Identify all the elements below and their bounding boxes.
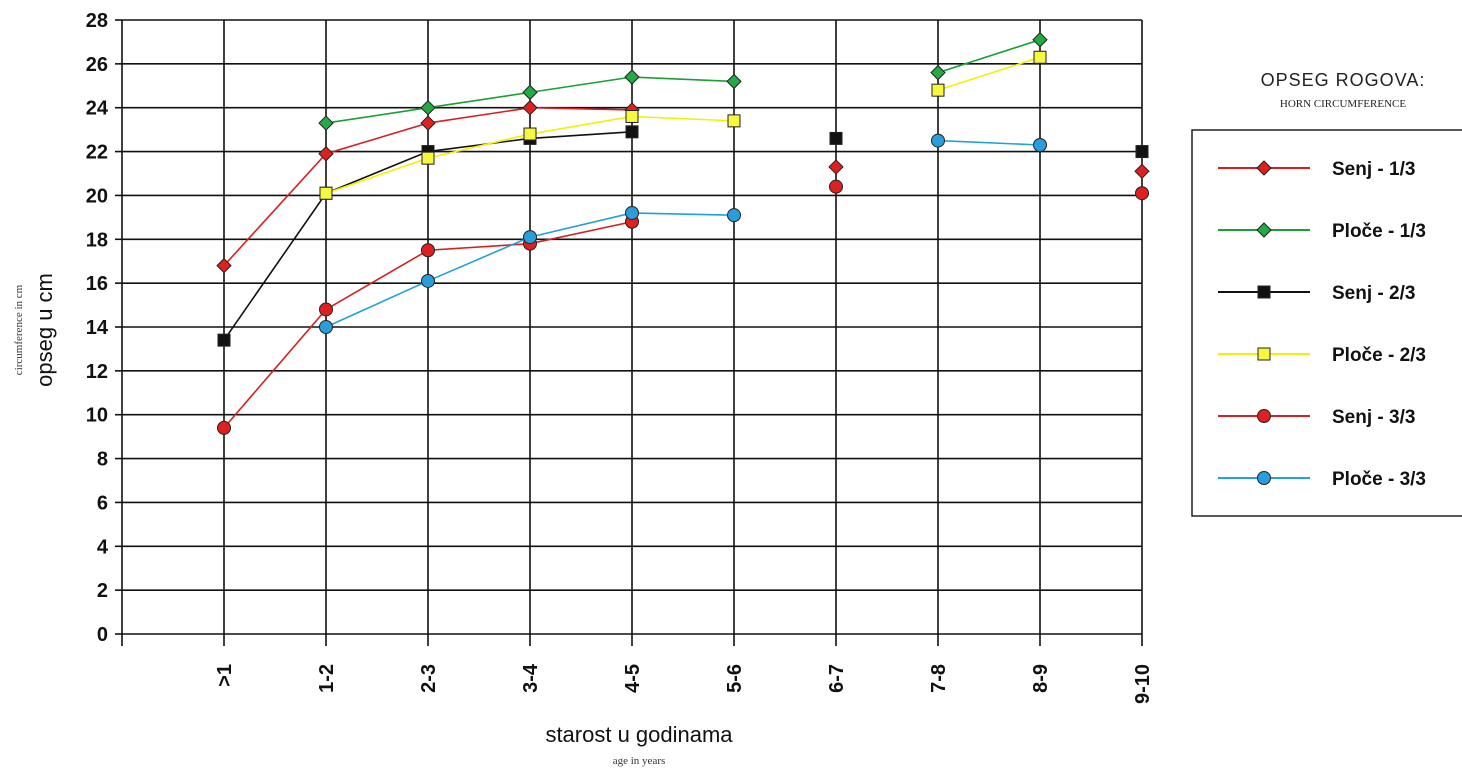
data-point — [522, 84, 538, 101]
data-point — [625, 205, 639, 220]
chart-subtitle: HORN CIRCUMFERENCE — [1280, 98, 1406, 110]
data-point — [1135, 145, 1149, 159]
legend-box — [1191, 129, 1462, 517]
x-tick-label: 8-9 — [1030, 664, 1052, 693]
x-tick-label: 6-7 — [826, 664, 848, 693]
data-point — [931, 83, 945, 97]
legend-label: Senj - 1/3 — [1332, 159, 1415, 180]
legend-marker — [1257, 409, 1271, 423]
legend: Senj - 1/3 Ploče - 1/3 Senj - 2/3 Ploče - 2… — [1191, 129, 1462, 517]
data-point — [217, 333, 231, 347]
y-tick-label: 10 — [86, 405, 108, 427]
chart-title: OPSEG ROGOVA: — [1261, 70, 1426, 90]
data-point — [625, 109, 639, 123]
legend-marker — [1256, 160, 1272, 176]
series-5 — [217, 179, 1149, 435]
x-tick-label: 4-5 — [622, 664, 644, 693]
series-3 — [217, 125, 1149, 347]
data-point — [829, 179, 843, 194]
data-point — [726, 73, 742, 90]
data-point — [523, 127, 537, 141]
y-tick-label: 8 — [97, 449, 108, 471]
data-point — [216, 257, 232, 274]
data-point — [930, 64, 946, 81]
data-point — [319, 302, 333, 317]
data-point — [625, 125, 639, 139]
y-tick-label: 14 — [86, 317, 109, 339]
data-point — [1135, 186, 1149, 201]
x-tick-label: 2-3 — [418, 664, 440, 693]
x-tick-label: 3-4 — [520, 663, 542, 693]
series-line — [937, 56, 1041, 91]
y-tick-label: 16 — [86, 273, 108, 295]
legend-label: Senj - 3/3 — [1332, 407, 1415, 428]
labels: starost u godinama age in years opseg u … — [13, 70, 1426, 767]
legend-label: Ploče - 2/3 — [1332, 345, 1426, 366]
data-point — [523, 230, 537, 245]
legend-marker — [1257, 285, 1271, 299]
y-tick-label: 18 — [86, 229, 108, 251]
data-point — [421, 243, 435, 258]
data-point — [319, 186, 333, 200]
data-point — [828, 159, 844, 175]
data-point — [1032, 32, 1048, 48]
data-point — [522, 100, 538, 116]
data-point — [318, 115, 334, 131]
y-tick-label: 6 — [97, 492, 108, 514]
data-point — [318, 146, 334, 162]
y-tick-label: 24 — [86, 98, 109, 120]
data-point — [420, 100, 436, 116]
y-tick-label: 2 — [97, 580, 108, 602]
data-point — [829, 131, 843, 145]
data-point — [421, 151, 435, 165]
series-line — [937, 139, 1041, 146]
data-point — [624, 69, 640, 85]
y-axis-label: opseg u cm — [32, 273, 57, 387]
series-1 — [216, 100, 1150, 274]
data-point — [1033, 50, 1047, 64]
x-tick-label: 1-2 — [316, 664, 338, 693]
legend-label: Senj - 2/3 — [1332, 283, 1415, 304]
data-point — [727, 208, 741, 223]
series-4 — [319, 50, 1047, 200]
series-layer — [216, 32, 1150, 435]
data-point — [931, 133, 945, 148]
data-point — [1033, 137, 1047, 152]
y-tick-label: 20 — [86, 185, 108, 207]
y-tick-label: 0 — [97, 624, 108, 646]
data-point — [420, 115, 436, 131]
x-tick-label: 5-6 — [724, 664, 746, 693]
x-axis-label: starost u godinama — [545, 722, 733, 747]
data-point — [217, 420, 231, 435]
x-axis-sublabel: age in years — [613, 755, 666, 767]
x-tick-label: >1 — [214, 664, 236, 687]
data-point — [319, 320, 333, 334]
legend-marker — [1257, 347, 1271, 361]
series-line — [937, 38, 1041, 74]
data-point — [1134, 163, 1150, 180]
x-tick-label: 7-8 — [928, 664, 950, 693]
y-axis-sublabel: circumference in cm — [13, 284, 25, 375]
legend-marker — [1256, 222, 1272, 238]
y-tick-label: 4 — [97, 536, 109, 558]
series-2 — [318, 32, 1048, 131]
y-tick-label: 28 — [86, 10, 108, 32]
data-point — [727, 114, 741, 128]
y-tick-label: 26 — [86, 54, 108, 76]
legend-label: Ploče - 3/3 — [1332, 469, 1426, 490]
x-tick-label: 9-10 — [1132, 664, 1154, 704]
series-6 — [319, 133, 1047, 334]
legend-marker — [1257, 471, 1271, 485]
y-tick-label: 12 — [86, 361, 108, 383]
y-tick-label: 22 — [86, 142, 108, 164]
legend-label: Ploče - 1/3 — [1332, 221, 1426, 242]
data-point — [421, 273, 435, 288]
